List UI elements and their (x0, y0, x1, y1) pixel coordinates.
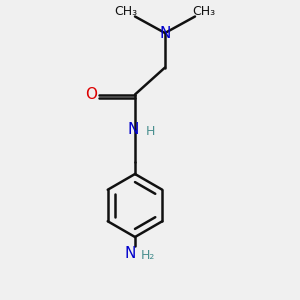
Text: CH₃: CH₃ (114, 5, 138, 19)
Text: N: N (128, 122, 139, 136)
Text: N: N (125, 246, 136, 261)
Text: CH₃: CH₃ (192, 5, 216, 19)
Text: H₂: H₂ (140, 249, 155, 262)
Text: N: N (159, 26, 171, 40)
Text: O: O (85, 87, 98, 102)
Text: H: H (145, 125, 155, 138)
